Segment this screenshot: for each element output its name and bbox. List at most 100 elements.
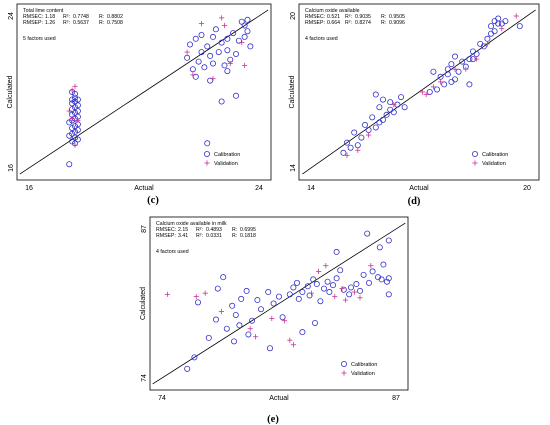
calibration-point [346,291,353,298]
calibration-point [69,125,76,132]
validation-point [484,41,490,47]
calibration-point [390,109,397,116]
validation-point [339,286,345,292]
calibration-point [320,285,327,292]
calibration-point [245,331,252,338]
calibration-point [244,28,251,35]
calibration-point [232,51,239,58]
y-tick-label: 20 [290,12,297,20]
validation-point [242,62,248,68]
validation-point [218,308,224,315]
validation-point [164,291,170,297]
validation-point [269,315,275,321]
factors-used: 4 factors used [305,36,338,42]
calibration-point [286,291,293,298]
calibration-point [311,319,318,326]
stat-r-label: R: [381,14,386,20]
y-axis-label: Calculated [140,287,147,320]
stat-name: RMSEC: [23,14,43,20]
calibration-point [337,267,344,274]
calibration-point [230,338,237,345]
calibration-point [204,140,211,147]
legend-calibration-label: Calibration [482,152,508,158]
calibration-point [230,30,237,37]
calibration-point [379,116,386,123]
validation-point [355,147,361,153]
x-tick-label: 74 [158,395,166,402]
calibration-point [340,286,347,293]
calibration-point [448,78,455,85]
calibration-point [215,49,222,56]
stat-name: RMSEP: [23,20,43,26]
stat-name: RMSEP: [156,233,176,239]
validation-point [184,49,190,55]
validation-point [281,318,287,324]
calibration-point [275,293,282,300]
validation-point [69,116,75,122]
calibration-point [317,298,324,305]
calibration-point [241,33,248,40]
validation-point [344,152,350,158]
validation-point [438,79,444,85]
stat-r2: 0.4893 [206,227,222,233]
stat-r: 0.1818 [240,233,256,239]
calibration-point [459,58,466,65]
calibration-point [244,16,251,23]
validation-point [247,326,253,332]
calibration-point [498,20,505,27]
calibration-point [376,244,383,251]
stat-r: 0.6995 [240,227,256,233]
calibration-point [333,275,340,282]
calibration-point [247,43,254,50]
y-axis-label: Calculated [289,75,296,108]
stat-name: RMSEP: [305,20,325,26]
calibration-point [189,66,196,73]
validation-point [513,13,519,19]
calibration-point [376,104,383,111]
calibration-point [220,274,227,281]
calibration-point [184,365,191,372]
validation-point [69,87,75,93]
validation-point [193,294,199,300]
calibration-point [254,297,261,304]
y-tick-label: 74 [141,374,148,382]
validation-point [72,142,78,148]
validation-point [316,268,322,275]
calibration-point [270,300,277,307]
legend-calibration-marker [203,150,210,157]
stat-r2: 0.7748 [73,14,89,20]
stat-r2: 0.0331 [206,233,222,239]
stat-rmse: 1.26 [45,20,55,26]
calibration-point [473,51,480,58]
calibration-point [376,119,383,126]
legend-calibration-label: Calibration [214,152,240,158]
calibration-point [310,276,317,283]
legend-calibration-marker [340,360,347,367]
y-tick-label: 14 [290,164,297,172]
calibration-point [378,276,385,283]
validation-point [219,15,225,21]
calibration-point [198,49,205,56]
calibration-point [313,281,320,288]
plot-frame [149,216,409,391]
validation-point [323,263,329,269]
calibration-point [266,345,273,352]
identity-line [302,9,536,175]
stat-r2: 0.9035 [355,14,371,20]
stat-r2-label: R²: [345,20,352,26]
calibration-point [451,53,458,60]
calibration-point [186,41,193,48]
calibration-point [383,111,390,118]
x-axis-label: Actual [269,395,289,402]
calibration-point [340,149,347,156]
calibration-point [243,287,250,294]
legend-validation-label: Validation [214,161,238,167]
stat-r: 0.9505 [389,14,405,20]
x-tick-label: 20 [523,185,531,192]
x-tick-label: 24 [255,185,263,192]
stat-rmse: 0.521 [327,14,340,20]
calibration-point [430,68,437,75]
validation-point [357,295,363,301]
y-tick-label: 87 [141,225,148,233]
calibration-point [236,322,243,329]
